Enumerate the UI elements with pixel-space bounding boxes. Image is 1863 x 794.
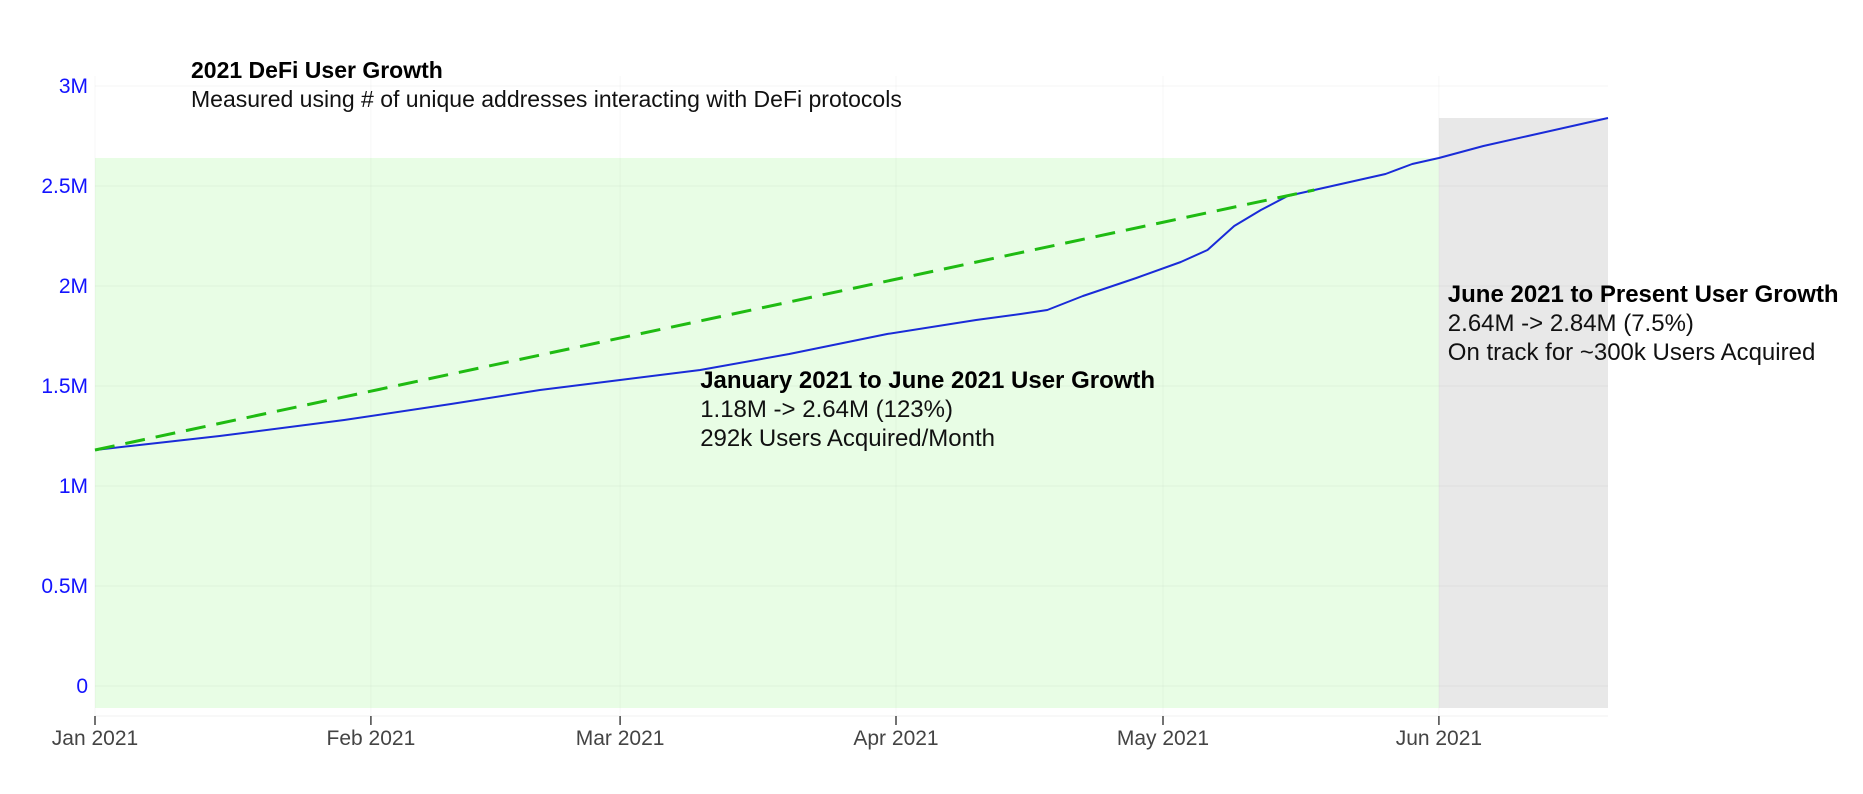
y-tick-label: 1.5M [41, 375, 88, 398]
chart-title: 2021 DeFi User Growth [191, 57, 443, 83]
user-growth-line [94, 117, 1609, 451]
y-axis-tick-labels: 0 0.5M 1M 1.5M 2M 2.5M 3M [41, 75, 88, 698]
annotation-line: 1.18M -> 2.64M (123%) [700, 396, 953, 423]
y-tick-label: 1M [59, 475, 88, 498]
annotation-line: 2.64M -> 2.84M (7.5%) [1448, 310, 1694, 337]
chart-subtitle: Measured using # of unique addresses int… [191, 86, 902, 112]
x-tick-label: Apr 2021 [853, 727, 938, 750]
gridlines [95, 85, 1608, 687]
y-tick-label: 2.5M [41, 175, 88, 198]
x-tick-label: May 2021 [1117, 727, 1209, 750]
annotation-heading: June 2021 to Present User Growth [1448, 281, 1839, 308]
x-tick-label: Jun 2021 [1396, 727, 1482, 750]
y-tick-label: 3M [59, 75, 88, 98]
y-tick-label: 2M [59, 275, 88, 298]
annotation-line: 292k Users Acquired/Month [700, 425, 995, 452]
x-tick-label: Jan 2021 [52, 727, 138, 750]
x-axis-ticks: Jan 2021 Feb 2021 Mar 2021 Apr 2021 May 2021… [52, 715, 1608, 750]
x-tick-label: Feb 2021 [327, 727, 416, 750]
shaded-region-1 [95, 158, 1439, 708]
shaded-region-2 [1438, 118, 1608, 708]
series-lines [94, 117, 1609, 452]
shaded-regions [95, 118, 1608, 708]
y-tick-label: 0.5M [41, 575, 88, 598]
annotations: January 2021 to June 2021 User Growth1.1… [700, 281, 1838, 452]
annotation-line: On track for ~300k Users Acquired [1448, 339, 1816, 366]
annotation-heading: January 2021 to June 2021 User Growth [700, 367, 1155, 394]
trend-line-dashed [94, 188, 1315, 452]
y-tick-label: 0 [76, 675, 88, 698]
x-tick-label: Mar 2021 [576, 727, 665, 750]
